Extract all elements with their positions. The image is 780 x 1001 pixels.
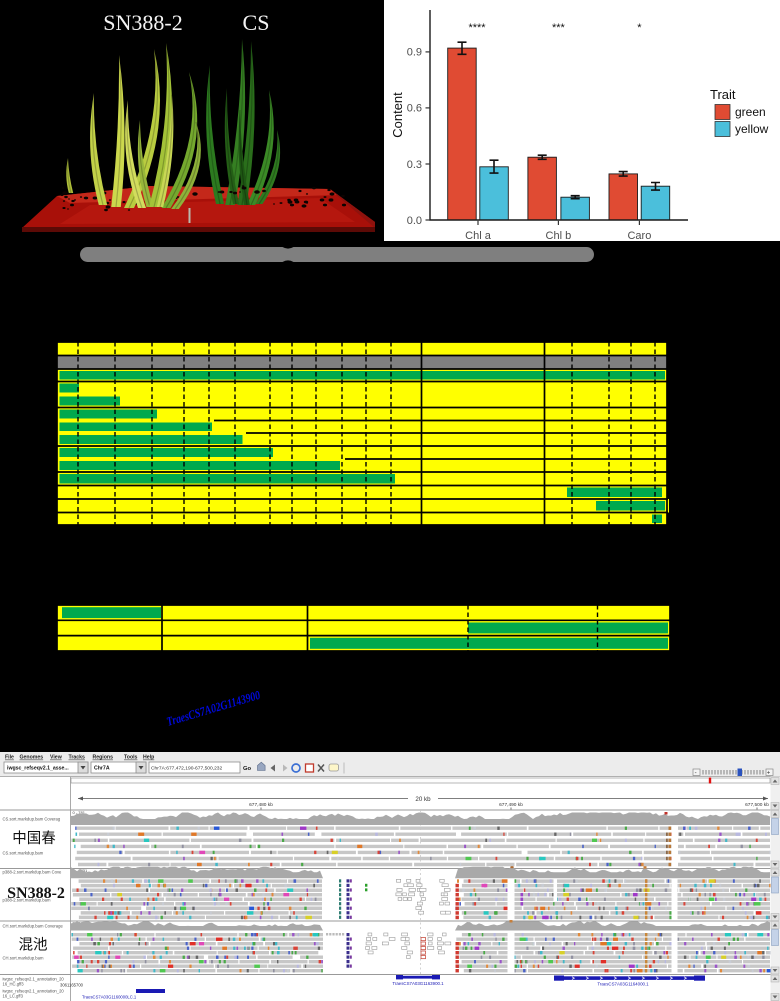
svg-text:混池: 混池 xyxy=(19,937,48,954)
svg-text:0.6: 0.6 xyxy=(407,103,422,115)
svg-text:-: - xyxy=(695,770,697,776)
svg-text:0.9: 0.9 xyxy=(407,47,422,59)
svg-text:Tracks: Tracks xyxy=(69,755,86,761)
svg-text:TraesCS7A03G1164000.1: TraesCS7A03G1164000.1 xyxy=(597,982,649,987)
svg-text:Go: Go xyxy=(243,766,252,772)
svg-text:***: *** xyxy=(552,22,566,34)
svg-text:Regions: Regions xyxy=(93,755,114,761)
svg-text:CS: CS xyxy=(243,10,270,35)
svg-text:iwgsc_refseqv2.1_annotation_20: iwgsc_refseqv2.1_annotation_20 xyxy=(3,977,65,982)
svg-text:*: * xyxy=(637,22,642,34)
svg-text:SN388-2: SN388-2 xyxy=(7,885,65,902)
svg-text:3061165700: 3061165700 xyxy=(60,983,84,988)
svg-text:p388-2.sort.markdup.bam Cove: p388-2.sort.markdup.bam Cove xyxy=(3,870,63,875)
svg-text:green: green xyxy=(735,105,766,119)
svg-text:0 - 781: 0 - 781 xyxy=(73,810,86,815)
svg-text:Chl b: Chl b xyxy=(546,230,572,241)
svg-text:Caro: Caro xyxy=(627,230,651,241)
svg-text:677,480 kb: 677,480 kb xyxy=(249,802,273,808)
svg-text:677,490 kb: 677,490 kb xyxy=(499,802,523,808)
svg-text:yellow: yellow xyxy=(735,122,769,136)
svg-text:iwgsc_refseqv2.1_annotation_20: iwgsc_refseqv2.1_annotation_20 xyxy=(3,989,65,994)
svg-text:Content: Content xyxy=(390,92,405,138)
svg-text:p388-2.sort.markdup.bam: p388-2.sort.markdup.bam xyxy=(3,898,51,903)
svg-text:CS.sort.markdup.bam: CS.sort.markdup.bam xyxy=(3,851,44,856)
svg-text:TraesCS7A03G1163900.1: TraesCS7A03G1163900.1 xyxy=(392,981,444,986)
svg-text:CS.sort.markdup.bam Coverag: CS.sort.markdup.bam Coverag xyxy=(3,817,61,822)
svg-text:Trait: Trait xyxy=(710,87,736,102)
svg-text:677,500 kb: 677,500 kb xyxy=(745,802,769,808)
svg-text:View: View xyxy=(50,755,63,761)
svg-text:File: File xyxy=(5,755,14,761)
svg-text:中国春: 中国春 xyxy=(12,830,56,847)
svg-text:16_LC.gff3: 16_LC.gff3 xyxy=(3,994,24,999)
svg-text:SN388-2: SN388-2 xyxy=(103,10,182,35)
svg-text:Chr7A: Chr7A xyxy=(94,766,110,772)
svg-text:Chr7A:677,472,190-677,500,232: Chr7A:677,472,190-677,500,232 xyxy=(151,765,223,771)
svg-text:****: **** xyxy=(468,22,486,34)
svg-text:0.3: 0.3 xyxy=(407,159,422,171)
svg-text:Help: Help xyxy=(143,755,154,761)
svg-text:Genomes: Genomes xyxy=(20,755,44,761)
svg-text:Tools: Tools xyxy=(124,755,138,761)
svg-text:CH.sort.markdup.bam: CH.sort.markdup.bam xyxy=(3,956,44,961)
svg-text:16_HC.gff3: 16_HC.gff3 xyxy=(3,982,25,987)
svg-text:+: + xyxy=(767,770,771,776)
svg-text:20 kb: 20 kb xyxy=(415,796,431,803)
svg-text:TraesCS7A03G1160000LC.1: TraesCS7A03G1160000LC.1 xyxy=(82,995,137,1000)
svg-text:iwgsc_refseqv2.1_asse...: iwgsc_refseqv2.1_asse... xyxy=(7,766,69,772)
svg-text:Chl a: Chl a xyxy=(465,230,492,241)
svg-text:CH.sort.markdup.bam Coverage: CH.sort.markdup.bam Coverage xyxy=(3,924,64,929)
svg-text:0.0: 0.0 xyxy=(407,215,422,227)
